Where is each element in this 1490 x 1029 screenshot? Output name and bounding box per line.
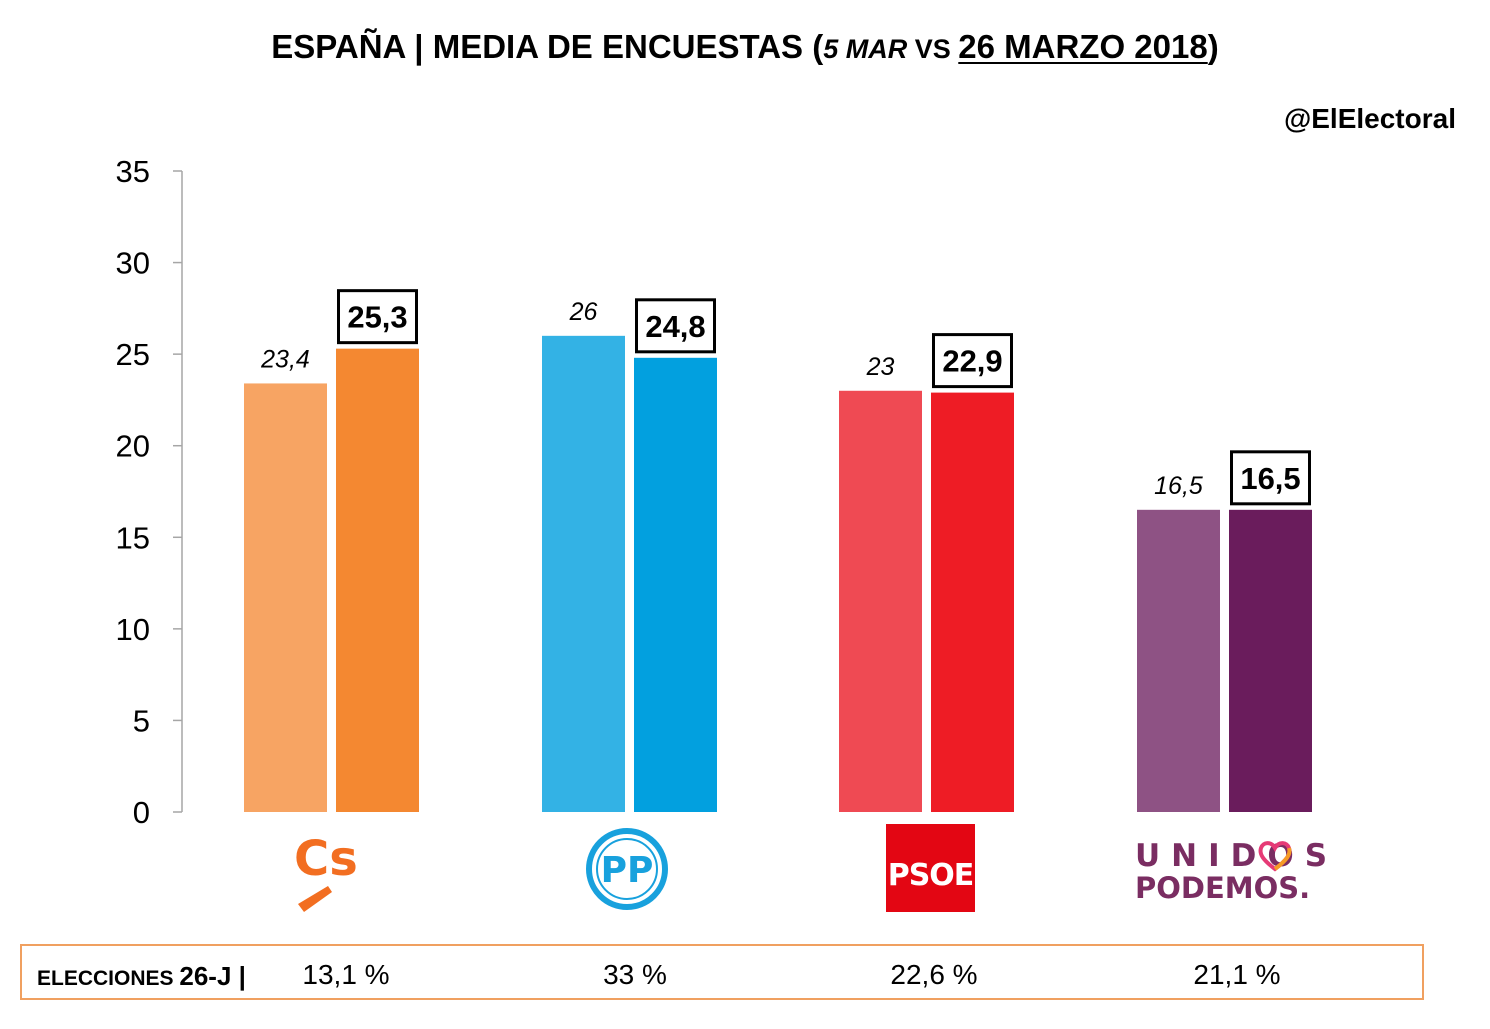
data-label-box xyxy=(337,289,418,345)
data-labels: 23,4 25,3 26 24,8 23 22,9 16,5 16,5 xyxy=(260,289,1311,506)
chart-title: ESPAÑA | MEDIA DE ENCUESTAS (5 MAR VS 26… xyxy=(0,28,1490,66)
title-date-previous: 5 MAR xyxy=(823,34,908,64)
bar-cs-previous xyxy=(244,383,327,812)
cs-logo-text: Cs xyxy=(294,831,358,887)
title-vs: VS xyxy=(907,34,959,64)
result-podemos: 21,1 % xyxy=(1193,959,1281,990)
data-label-previous: 26 xyxy=(569,298,598,326)
title-close: ) xyxy=(1207,28,1219,65)
data-label-current: 22,9 xyxy=(942,344,1002,379)
podemos-logo-line2: PODEMOS. xyxy=(1135,871,1311,905)
election-results-label: ELECCIONES 26-J | xyxy=(37,961,246,992)
y-axis: 0 5 10 15 20 25 30 35 xyxy=(116,154,183,830)
podemos-logo: UNIDOS PODEMOS. xyxy=(1135,838,1335,908)
data-label-current: 25,3 xyxy=(347,300,407,335)
cs-logo-swoosh xyxy=(298,886,332,912)
author-handle: @ElElectoral xyxy=(1283,103,1456,134)
y-tick-label: 35 xyxy=(116,154,150,189)
y-tick-label: 10 xyxy=(116,612,150,647)
data-label-previous: 23,4 xyxy=(260,345,310,373)
bar-unidos-podemos-current xyxy=(1229,509,1312,812)
result-psoe: 22,6 % xyxy=(890,959,978,990)
podemos-logo-line1: UNIDOS xyxy=(1135,838,1339,874)
results-label-date: 26-J xyxy=(179,961,232,991)
data-label-box xyxy=(635,298,716,354)
y-tick-label: 25 xyxy=(116,337,150,372)
cs-logo: Cs xyxy=(292,830,372,916)
pp-logo-text: PP xyxy=(601,850,654,891)
title-date-current: 26 MARZO 2018 xyxy=(958,28,1208,65)
data-label-box xyxy=(932,333,1013,389)
y-tick-label: 15 xyxy=(116,520,150,555)
pp-logo: PP xyxy=(584,826,670,912)
bar-chart: 0 5 10 15 20 25 30 35 23,4 25,3 26 24,8 23 22,9 16,5 1… xyxy=(116,154,1312,830)
y-tick-label: 5 xyxy=(133,703,150,738)
y-tick-label: 20 xyxy=(116,429,150,464)
psoe-logo: PSOE xyxy=(886,824,975,912)
psoe-logo-text: PSOE xyxy=(887,858,975,893)
bar-unidos-podemos-previous xyxy=(1137,509,1220,812)
y-tick-label: 0 xyxy=(133,795,150,830)
y-tick-label: 30 xyxy=(116,246,150,281)
podemos-heart-icon xyxy=(1258,841,1292,872)
data-label-current: 16,5 xyxy=(1240,461,1300,496)
election-results-row: ELECCIONES 26-J | 13,1 % 33 % 22,6 % 21,… xyxy=(20,944,1424,1000)
bar-cs-current xyxy=(336,348,419,812)
cs-logo-icon: Cs xyxy=(294,831,358,912)
title-main: ESPAÑA | MEDIA DE ENCUESTAS ( xyxy=(271,28,824,65)
result-cs: 13,1 % xyxy=(302,959,390,990)
bars xyxy=(244,335,1312,812)
result-pp: 33 % xyxy=(603,959,667,990)
data-label-previous: 16,5 xyxy=(1154,472,1203,500)
bar-psoe-current xyxy=(931,392,1014,812)
pp-logo-icon: PP xyxy=(586,828,668,910)
data-label-current: 24,8 xyxy=(645,309,705,344)
data-label-previous: 23 xyxy=(866,353,895,381)
bar-pp-previous xyxy=(542,335,625,812)
data-label-box xyxy=(1230,450,1311,506)
results-label-separator: | xyxy=(231,961,246,991)
bar-psoe-previous xyxy=(839,390,922,812)
bar-pp-current xyxy=(634,357,717,812)
results-label-prefix: ELECCIONES xyxy=(37,967,180,990)
